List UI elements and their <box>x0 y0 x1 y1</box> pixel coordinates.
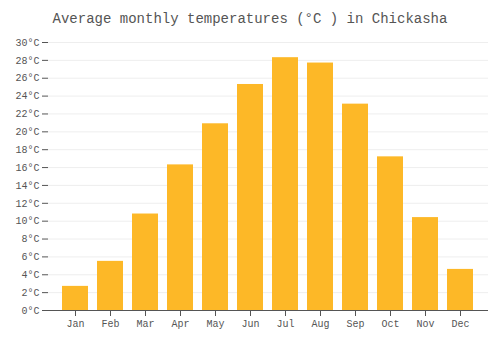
svg-text:Apr: Apr <box>171 319 189 330</box>
svg-text:May: May <box>206 319 224 330</box>
svg-text:Jan: Jan <box>66 319 84 330</box>
svg-text:20°C: 20°C <box>15 127 39 138</box>
svg-text:8°C: 8°C <box>21 234 39 245</box>
svg-text:Feb: Feb <box>101 319 119 330</box>
svg-text:Dec: Dec <box>451 319 469 330</box>
svg-text:4°C: 4°C <box>21 270 39 281</box>
svg-text:0°C: 0°C <box>21 306 39 317</box>
svg-text:12°C: 12°C <box>15 199 39 210</box>
svg-text:Mar: Mar <box>136 319 154 330</box>
svg-text:Jun: Jun <box>241 319 259 330</box>
svg-text:18°C: 18°C <box>15 145 39 156</box>
svg-text:Oct: Oct <box>381 319 399 330</box>
svg-text:Nov: Nov <box>416 319 434 330</box>
svg-text:28°C: 28°C <box>15 56 39 67</box>
svg-text:Jul: Jul <box>276 319 294 330</box>
svg-text:Aug: Aug <box>311 319 329 330</box>
svg-text:Sep: Sep <box>346 319 364 330</box>
svg-text:6°C: 6°C <box>21 252 39 263</box>
html-text:Average monthly temperatures (: Average monthly temperatures (°C ) in Ch… <box>52 11 448 27</box>
svg-text:10°C: 10°C <box>15 216 39 227</box>
svg-text:30°C: 30°C <box>15 38 39 49</box>
svg-text:24°C: 24°C <box>15 91 39 102</box>
svg-text:14°C: 14°C <box>15 181 39 192</box>
svg-text:16°C: 16°C <box>15 163 39 174</box>
svg-text:2°C: 2°C <box>21 288 39 299</box>
svg-text:26°C: 26°C <box>15 73 39 84</box>
svg-text:22°C: 22°C <box>15 109 39 120</box>
